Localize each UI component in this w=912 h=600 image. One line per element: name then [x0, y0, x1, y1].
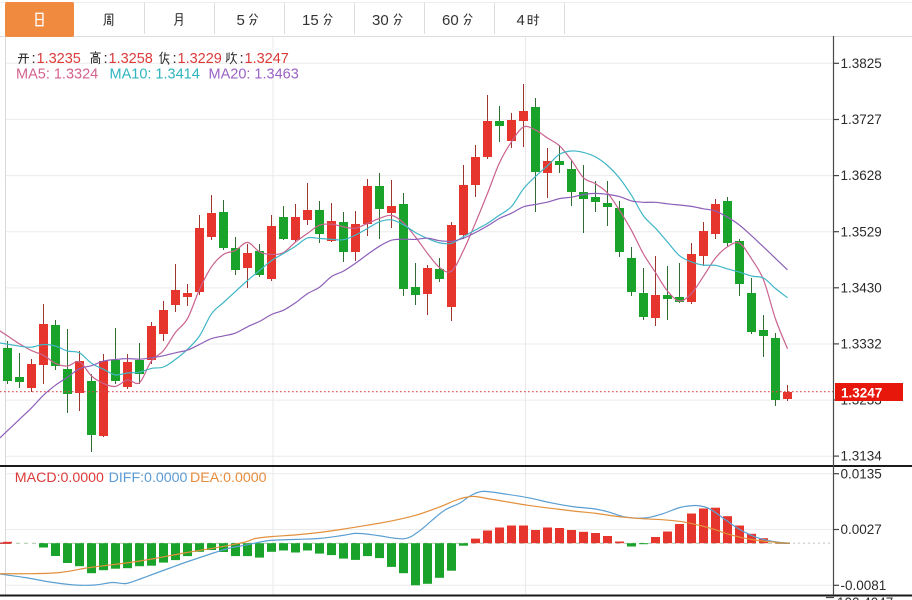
- svg-text:60: 60: [442, 12, 459, 29]
- svg-text:DEA:0.0000: DEA:0.0000: [190, 470, 267, 486]
- svg-text::: :: [173, 50, 177, 67]
- svg-text::: :: [240, 50, 244, 67]
- svg-text:30: 30: [372, 12, 389, 29]
- svg-text:0.0027: 0.0027: [841, 522, 882, 537]
- svg-text:MA5: 1.3324: MA5: 1.3324: [16, 67, 98, 83]
- svg-text:0.0135: 0.0135: [841, 466, 882, 481]
- svg-text:1.3430: 1.3430: [841, 280, 882, 295]
- svg-text:MACD:0.0000: MACD:0.0000: [15, 470, 104, 486]
- svg-text:1.3628: 1.3628: [841, 168, 882, 183]
- svg-text::: :: [104, 50, 108, 67]
- svg-text:1.3727: 1.3727: [841, 112, 882, 127]
- svg-text:1.3247: 1.3247: [841, 385, 882, 400]
- svg-text:1.3134: 1.3134: [841, 449, 883, 464]
- svg-text:4: 4: [517, 12, 525, 29]
- svg-text:-0.0081: -0.0081: [841, 578, 887, 593]
- svg-text:1.3825: 1.3825: [841, 56, 882, 71]
- svg-text::: :: [32, 50, 36, 67]
- svg-text:5: 5: [237, 12, 245, 29]
- svg-text:100.4047: 100.4047: [837, 595, 893, 600]
- svg-text:15: 15: [302, 12, 319, 29]
- svg-text:1.3258: 1.3258: [109, 51, 153, 67]
- svg-text:1.3229: 1.3229: [178, 51, 222, 67]
- svg-text:MA20: 1.3463: MA20: 1.3463: [209, 67, 299, 83]
- svg-text:1.3529: 1.3529: [841, 224, 882, 239]
- svg-text:DIFF:0.0000: DIFF:0.0000: [109, 470, 188, 486]
- svg-text:1.3247: 1.3247: [245, 51, 289, 67]
- svg-text:1.3332: 1.3332: [841, 337, 882, 352]
- svg-text:MA10: 1.3414: MA10: 1.3414: [110, 67, 200, 83]
- svg-text:1.3235: 1.3235: [37, 51, 81, 67]
